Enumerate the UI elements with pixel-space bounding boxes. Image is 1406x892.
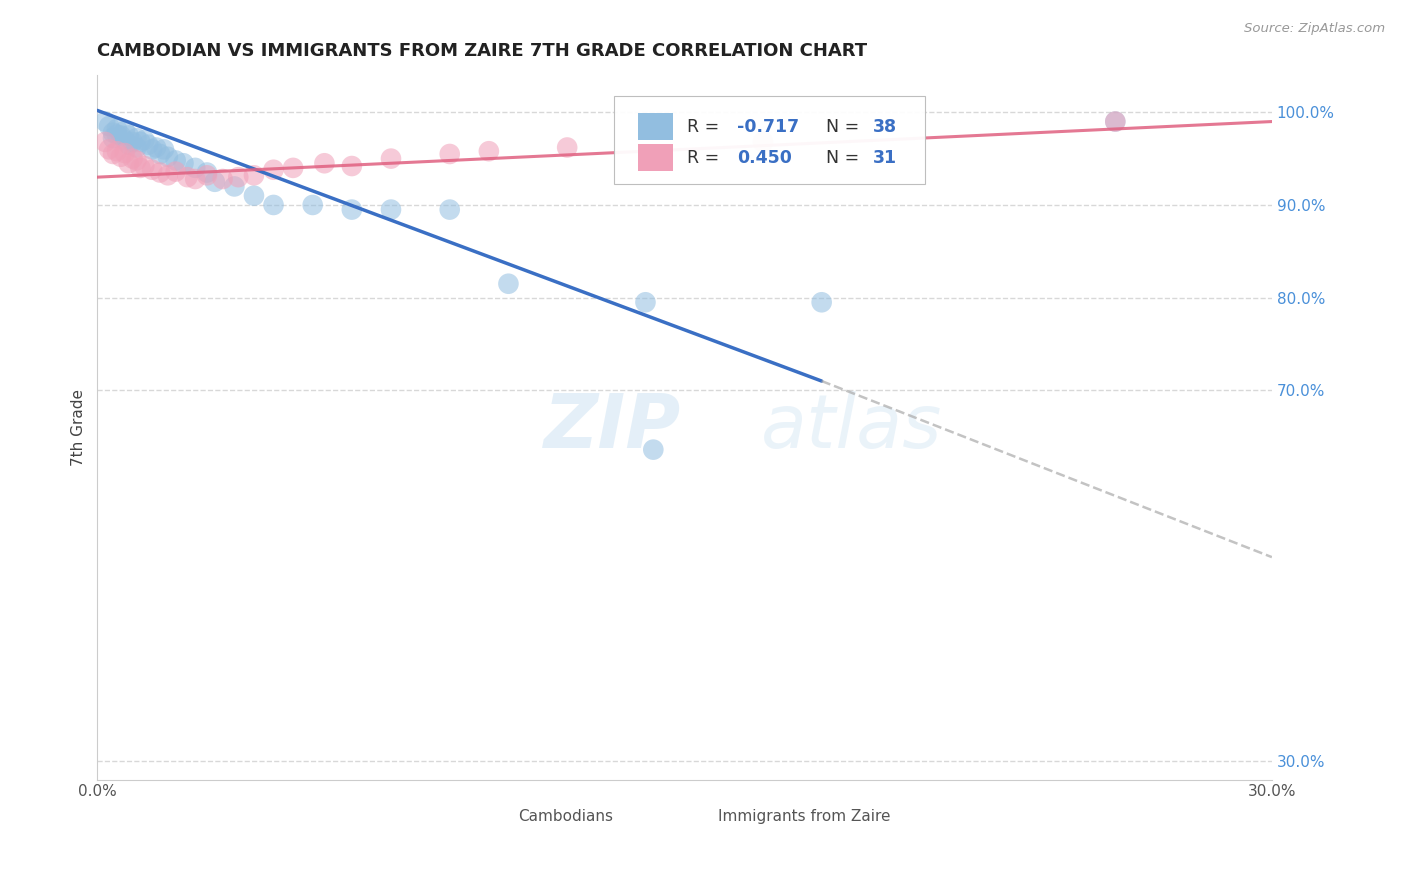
Text: N =: N = xyxy=(825,118,865,136)
Point xyxy=(110,150,132,164)
Point xyxy=(263,162,285,177)
Point xyxy=(125,153,148,168)
Point xyxy=(1104,114,1126,128)
Point xyxy=(243,188,266,202)
Bar xyxy=(685,807,710,827)
Point xyxy=(145,140,167,154)
Bar xyxy=(638,145,673,171)
Point xyxy=(263,198,285,212)
Point xyxy=(340,159,363,173)
Point xyxy=(129,135,152,149)
Point xyxy=(125,140,148,154)
Point xyxy=(129,161,152,175)
Point xyxy=(101,131,124,145)
Point xyxy=(141,142,163,156)
Point xyxy=(439,202,461,217)
Point xyxy=(118,128,141,143)
Point xyxy=(301,198,323,212)
Text: Source: ZipAtlas.com: Source: ZipAtlas.com xyxy=(1244,22,1385,36)
Point xyxy=(105,145,128,159)
Point xyxy=(211,172,233,186)
Text: atlas: atlas xyxy=(761,392,942,463)
Y-axis label: 7th Grade: 7th Grade xyxy=(72,389,86,466)
Point xyxy=(118,156,141,170)
Point xyxy=(204,175,226,189)
Text: -0.717: -0.717 xyxy=(738,118,800,136)
Point xyxy=(149,165,172,179)
Point xyxy=(118,137,141,152)
Point xyxy=(165,164,187,178)
Point xyxy=(156,150,179,164)
Text: 0.450: 0.450 xyxy=(738,149,793,167)
Point xyxy=(141,162,163,177)
Point xyxy=(555,140,578,154)
Point xyxy=(98,142,121,156)
Text: CAMBODIAN VS IMMIGRANTS FROM ZAIRE 7TH GRADE CORRELATION CHART: CAMBODIAN VS IMMIGRANTS FROM ZAIRE 7TH G… xyxy=(97,42,868,60)
Point xyxy=(134,159,156,173)
Point xyxy=(478,145,501,159)
Point xyxy=(195,165,218,179)
Point xyxy=(184,161,207,175)
Point xyxy=(114,133,136,147)
Text: ZIP: ZIP xyxy=(544,391,681,464)
Point xyxy=(149,147,172,161)
Point xyxy=(380,152,402,166)
Point xyxy=(125,131,148,145)
Text: R =: R = xyxy=(688,149,724,167)
Point xyxy=(173,156,195,170)
Point xyxy=(136,137,159,152)
Point xyxy=(243,169,266,183)
Point xyxy=(224,179,246,194)
Point xyxy=(156,169,179,183)
Point xyxy=(380,202,402,217)
Text: N =: N = xyxy=(825,149,865,167)
Point xyxy=(810,295,832,310)
Point xyxy=(165,153,187,168)
Point xyxy=(101,126,124,140)
Point xyxy=(195,169,218,183)
Point xyxy=(643,442,665,457)
FancyBboxPatch shape xyxy=(614,96,925,185)
Point xyxy=(121,152,143,166)
Text: R =: R = xyxy=(688,118,724,136)
Point xyxy=(110,128,132,143)
Point xyxy=(752,135,775,149)
Bar xyxy=(485,807,510,827)
Point xyxy=(498,277,520,291)
Point xyxy=(98,119,121,133)
Point xyxy=(281,161,304,175)
Text: Cambodians: Cambodians xyxy=(517,809,613,824)
Point xyxy=(340,202,363,217)
Point xyxy=(184,172,207,186)
Point xyxy=(94,114,117,128)
Text: 31: 31 xyxy=(873,149,897,167)
Text: Immigrants from Zaire: Immigrants from Zaire xyxy=(717,809,890,824)
Point xyxy=(94,135,117,149)
Point xyxy=(105,122,128,136)
Point xyxy=(439,147,461,161)
Point xyxy=(105,128,128,142)
Point xyxy=(153,142,176,156)
Point xyxy=(226,170,249,185)
Point xyxy=(114,146,136,161)
Point xyxy=(314,156,336,170)
Point xyxy=(176,170,198,185)
Point xyxy=(101,147,124,161)
Text: 38: 38 xyxy=(873,118,897,136)
Point xyxy=(1104,114,1126,128)
Point xyxy=(134,133,156,147)
Point xyxy=(114,124,136,138)
Point xyxy=(634,295,657,310)
Bar xyxy=(638,113,673,140)
Point xyxy=(121,135,143,149)
